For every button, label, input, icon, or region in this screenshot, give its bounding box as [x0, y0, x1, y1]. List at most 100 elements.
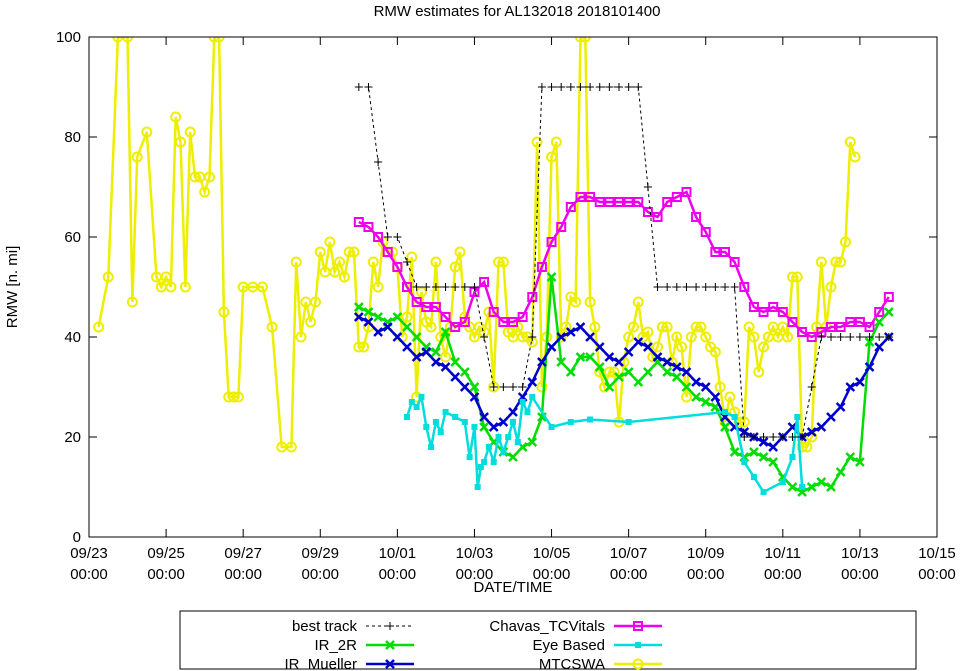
data-point — [566, 83, 575, 91]
data-point — [527, 437, 538, 447]
data-point — [422, 283, 431, 291]
data-point — [845, 317, 856, 327]
x-tick-label: 09/29 — [301, 545, 339, 562]
data-point — [575, 322, 586, 332]
x-tick-label: 00:00 — [147, 566, 185, 583]
data-point — [324, 236, 336, 248]
data-point — [730, 283, 739, 291]
data-point — [816, 422, 827, 432]
data-point — [749, 433, 758, 441]
data-point — [519, 399, 526, 405]
data-point — [411, 352, 422, 362]
data-point — [440, 351, 452, 363]
data-point — [807, 383, 816, 391]
data-point — [806, 482, 817, 492]
data-point — [363, 307, 374, 317]
data-point — [203, 171, 215, 183]
data-point — [449, 261, 461, 273]
data-point — [363, 222, 374, 232]
data-point — [816, 477, 827, 487]
data-point — [875, 333, 884, 341]
data-point — [855, 457, 865, 467]
data-point — [604, 382, 615, 392]
data-point — [165, 281, 177, 293]
data-point — [672, 283, 681, 291]
data-point — [845, 452, 856, 462]
data-point — [517, 331, 529, 343]
data-point — [585, 192, 596, 202]
data-point — [518, 383, 527, 391]
data-point — [787, 482, 798, 492]
data-point — [608, 366, 620, 378]
data-point — [642, 207, 653, 217]
data-point — [459, 367, 470, 377]
data-point — [314, 246, 326, 258]
data-point — [743, 321, 755, 333]
data-point — [490, 459, 497, 465]
data-point — [584, 296, 596, 308]
data-point — [826, 412, 836, 422]
x-tick-label: 00:00 — [301, 566, 339, 583]
data-point — [695, 321, 707, 333]
x-tick-label: 10/15 — [918, 545, 956, 562]
data-point — [469, 392, 480, 402]
series-eye-based — [404, 392, 806, 495]
data-point — [454, 246, 466, 258]
y-tick-label: 60 — [64, 229, 81, 246]
data-point — [479, 412, 489, 422]
data-point — [412, 283, 421, 291]
data-point — [634, 83, 643, 91]
data-point — [720, 422, 730, 432]
data-point — [753, 366, 765, 378]
data-point — [547, 83, 556, 91]
data-point — [528, 333, 537, 341]
data-point — [681, 187, 692, 197]
x-axis-label: DATE/TIME — [474, 579, 553, 596]
data-point — [440, 362, 451, 372]
data-point — [546, 342, 557, 352]
data-point — [266, 321, 278, 333]
data-point — [556, 222, 567, 232]
data-point — [550, 136, 562, 148]
data-point — [493, 256, 505, 268]
data-point — [131, 151, 143, 163]
data-point — [353, 302, 364, 312]
data-point — [450, 372, 461, 382]
data-point — [404, 414, 410, 420]
legend-marker — [633, 621, 643, 631]
x-tick-label: 00:00 — [224, 566, 262, 583]
data-point — [555, 331, 567, 343]
legend-marker — [635, 642, 641, 648]
data-point — [827, 333, 835, 341]
data-point — [102, 271, 114, 283]
data-point — [633, 377, 644, 387]
data-point — [801, 441, 813, 453]
data-point — [411, 332, 422, 342]
data-point — [691, 377, 701, 387]
data-point — [305, 316, 317, 328]
data-point — [488, 381, 500, 393]
data-point — [536, 262, 547, 272]
y-tick-label: 20 — [64, 429, 81, 446]
data-point — [874, 342, 885, 352]
data-point — [865, 333, 874, 341]
data-point — [459, 317, 470, 327]
data-point — [285, 441, 297, 453]
legend-label: MTCSWA — [539, 656, 605, 671]
data-point — [652, 212, 663, 222]
data-point — [623, 331, 635, 343]
data-point — [643, 183, 652, 191]
chart-title: RMW estimates for AL132018 2018101400 — [374, 3, 661, 20]
data-point — [256, 281, 268, 293]
data-point — [627, 321, 639, 333]
series-ir-2r — [353, 272, 894, 497]
data-point — [604, 197, 615, 207]
data-point — [700, 382, 711, 392]
data-point — [437, 429, 444, 435]
data-point — [548, 424, 555, 430]
data-point — [474, 484, 481, 490]
data-point — [826, 482, 836, 492]
data-point — [782, 331, 794, 343]
data-point — [671, 331, 683, 343]
